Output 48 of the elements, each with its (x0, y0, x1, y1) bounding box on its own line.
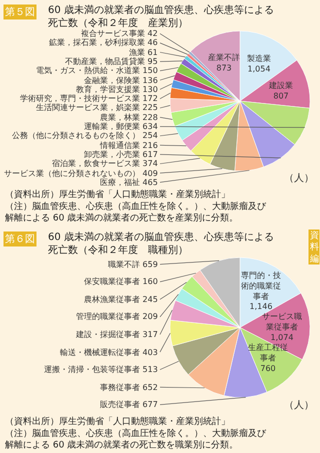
text: （注）脳血管疾患、心疾患（高血圧性を除く。）、大動脈瘤及び解離による 60 歳未満の就業者の死亡数を職業別に分類。 (5, 428, 267, 451)
slice-label: 漁業 61 (129, 48, 158, 57)
slice-label: 宿泊業，飲食サービス業 374 (52, 159, 158, 168)
data-label: 1,146 (250, 302, 272, 312)
slice-label: 金融業，保険業 136 (84, 76, 158, 85)
slice-label: 販売従事者 677 (100, 400, 158, 409)
data-label: 1,054 (248, 64, 270, 74)
slice-label: 農林漁業従事者 245 (84, 295, 158, 304)
slice-label: 事務従事者 652 (100, 383, 158, 392)
slice-label: 卸売業，小売業 617 (84, 150, 158, 159)
slice-label: 保安職業従事者 160 (84, 277, 158, 286)
slice-label: 公務（他に分類されるものを除く） 254 (12, 131, 158, 140)
slice-label: 産業不詳 (208, 53, 240, 62)
slice-label: 学術研究，専門・技術サービス業 172 (20, 94, 158, 103)
text: 資料編 (309, 230, 319, 264)
slice-label: 建設・採掘従事者 317 (75, 330, 158, 339)
slice-label: 不動産業，物品賃貸業 95 (65, 57, 158, 66)
slice-label: 農業，林業 228 (100, 113, 158, 122)
text: （資料出所）厚生労働省「人口動態職業・産業別統計」 (5, 416, 230, 427)
slice-label: 情報通信業 216 (99, 141, 158, 150)
text: （注）脳血管疾患、心疾患（高血圧性を除く。）、大動脈瘤及び解離による 60 歳未満の就業者の死亡数を産業別に分類。 (5, 201, 267, 224)
slice-label: 鉱業，採石業，砂利採取業 46 (49, 38, 158, 47)
slice-label: 管理的職業従事者 209 (76, 312, 158, 321)
chart-subtitle: 60 歳未満の就業者の脳血管疾患、心疾患等による死亡数（令和２年度 職種別） (48, 231, 274, 256)
slice-label: 医療，福祉 465 (100, 178, 158, 187)
chart-title: 第５図 (5, 6, 35, 18)
slice-label: 生活関連サービス業，娯楽業 225 (36, 103, 158, 112)
slice-label: 複合サービス事業 42 (81, 29, 158, 38)
data-label: 760 (260, 364, 276, 373)
slice-label: サービス業（他に分類されないもの） 409 (4, 169, 158, 178)
slice-label: 専門的・技術的職業従事者 (241, 271, 281, 301)
text: （資料出所）厚生労働省「人口動態職業・産業別統計」 (5, 189, 230, 200)
slice-label: サービス職業従事者 (262, 312, 302, 332)
slice-label: 輸送・機械運転従事者 403 (60, 348, 158, 357)
text: （人） (284, 173, 314, 184)
slice-label: 運搬・清掃・包装等従事者 513 (44, 365, 158, 374)
slice-label: 製造業 (247, 54, 271, 63)
slice-label: 電気・ガス・熱供給・水道業 150 (36, 66, 158, 75)
text: （人） (284, 400, 314, 411)
slice-label: 建設業 (268, 81, 293, 90)
slice-label: 職業不詳 659 (108, 260, 158, 269)
slice-label: 教育，学習支援業 130 (76, 85, 158, 94)
slice-label: 運輸業，郵便業 634 (84, 122, 158, 131)
chart-subtitle: 60 歳未満の就業者の脳血管疾患、心疾患等による死亡数（令和２年度 産業別） (48, 4, 274, 29)
chart-title: 第６図 (5, 233, 35, 245)
data-label: 807 (273, 91, 289, 100)
data-label: 1,074 (270, 332, 294, 342)
data-label: 873 (216, 63, 232, 72)
